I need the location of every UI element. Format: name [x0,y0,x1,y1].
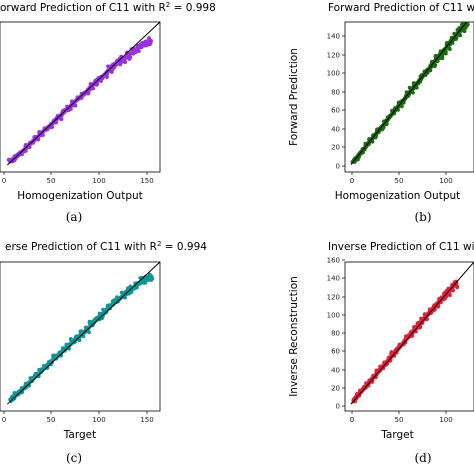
y-tick-label: 80 [331,330,340,338]
x-tick-label: 100 [439,416,452,424]
plot-title: orward Prediction of C11 with R2 = 0.998 [0,1,216,14]
subfigure-caption: (b) [414,210,431,224]
identity-line [350,21,468,166]
x-tick-label: 50 [395,177,404,185]
y-tick-label: 100 [327,312,340,320]
y-tick-label: 160 [327,257,340,265]
y-tick-label: 40 [331,367,340,375]
y-axis-label: Inverse Reconstruction [288,276,300,397]
plot-title: erse Prediction of C11 with R2 = 0.994 [5,240,207,253]
y-tick-label: 120 [327,52,340,60]
x-tick-label: 100 [92,416,105,424]
y-tick-label: 80 [331,89,340,97]
y-axis-label: Forward Prediction [288,48,300,146]
x-tick-label: 150 [140,177,153,185]
plot-frame [0,261,161,412]
scatter-band [351,281,458,404]
x-axis-label: Homogenization Output [335,190,461,202]
x-tick-label: 50 [47,177,56,185]
x-tick-label: 50 [47,416,56,424]
plot-frame [344,21,474,173]
plot-title-sup: 2 [166,1,170,9]
plot-frame [0,21,161,173]
subplot-4: Inverse Prediction of C11 with R 0 50 100 0 2… [288,241,474,465]
plot-title-text: orward Prediction of C11 with R [0,2,166,14]
x-axis-label: Target [380,429,413,441]
y-tick-label: 40 [331,126,340,134]
plot-title-sup: 2 [157,240,161,248]
plot-title-text: Forward Prediction of C11 with [328,2,474,14]
y-tick-label: 60 [331,348,340,356]
subfigure-caption: (d) [414,451,431,465]
subplot-3: erse Prediction of C11 with R2 = 0.994 0 5… [0,240,207,465]
y-tick-label: 140 [327,33,340,41]
plot-title-text: Inverse Prediction of C11 with [328,241,474,253]
plot-title-tail: = 0.998 [170,2,216,14]
identity-line [6,261,161,405]
scatter-band [8,275,154,403]
plot-frame [344,261,474,412]
subplot-2: Forward Prediction of C11 with 0 50 100 0 20 4… [288,2,474,224]
plot-title: Inverse Prediction of C11 with R [328,241,474,253]
subfigure-caption: (c) [66,451,82,465]
identity-line [350,261,474,405]
subplot-1: orward Prediction of C11 with R2 = 0.998… [0,1,216,224]
y-tick-label: 120 [327,294,340,302]
y-tick-label: 20 [331,385,340,393]
x-tick-label: 100 [439,177,452,185]
x-tick-label: 0 [2,416,6,424]
plot-title-text: erse Prediction of C11 with R [5,241,157,253]
x-tick-label: 150 [140,416,153,424]
x-tick-label: 0 [350,177,354,185]
plot-title-tail: = 0.994 [161,241,207,253]
x-tick-label: 100 [92,177,105,185]
x-tick-label: 50 [395,416,404,424]
y-tick-label: 20 [331,144,340,152]
y-tick-label: 60 [331,107,340,115]
y-tick-label: 0 [336,163,340,171]
y-tick-label: 0 [336,403,340,411]
x-axis-label: Target [63,429,96,441]
x-axis-label: Homogenization Output [17,190,143,202]
x-tick-label: 0 [350,416,354,424]
x-tick-label: 0 [2,177,6,185]
plot-title: Forward Prediction of C11 with [328,2,474,14]
y-tick-label: 140 [327,275,340,283]
y-tick-label: 100 [327,70,340,78]
subfigure-caption: (a) [66,210,83,224]
identity-line [6,21,161,166]
